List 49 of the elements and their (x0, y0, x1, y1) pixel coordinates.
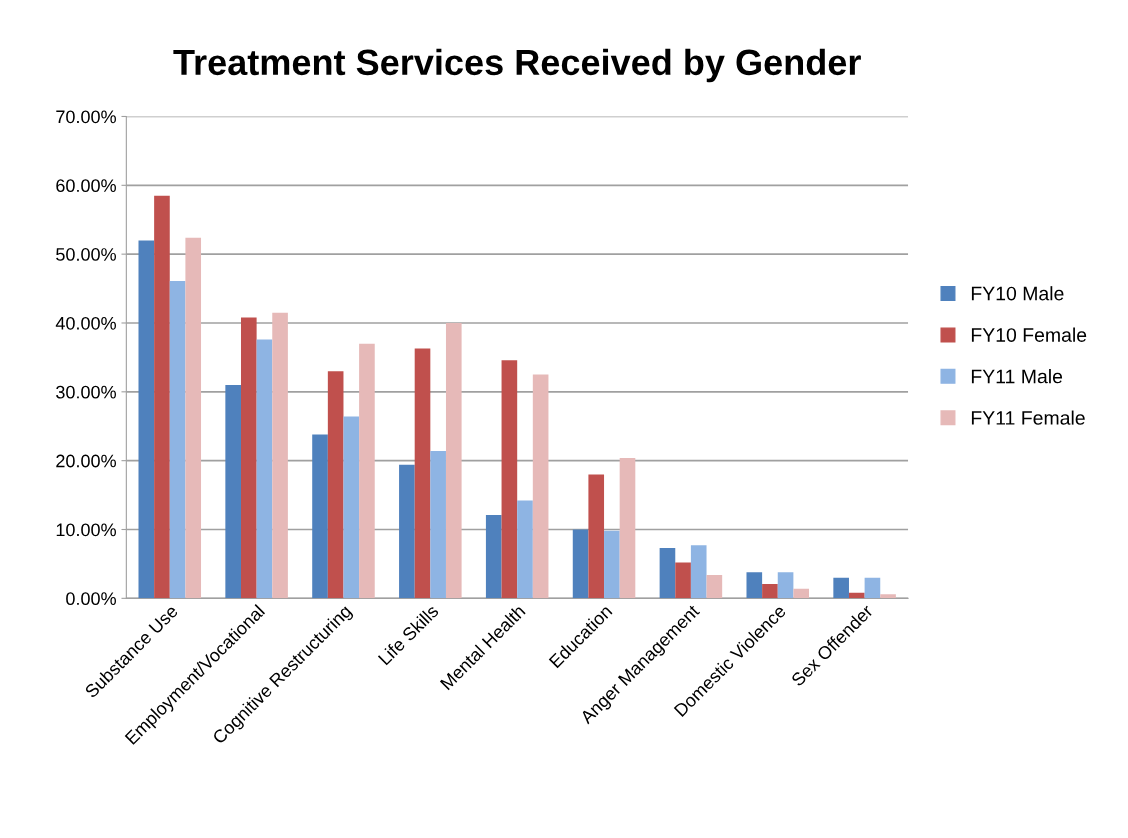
y-tick-label: 40.00% (55, 316, 116, 330)
bar (588, 474, 605, 599)
legend-label: FY10 Male (971, 286, 1064, 301)
bar (619, 457, 636, 599)
bar (359, 343, 375, 599)
bar (343, 416, 360, 599)
bar (485, 515, 502, 599)
bar (138, 240, 155, 599)
y-tick-label: 70.00% (56, 110, 116, 124)
bar (706, 574, 723, 599)
bar (864, 577, 881, 599)
bar (675, 562, 691, 599)
bar (572, 529, 589, 599)
bar (777, 572, 794, 599)
bar (659, 548, 676, 599)
y-tick-label: 0.00% (66, 592, 116, 606)
bar (225, 384, 241, 599)
bar (517, 500, 533, 599)
bar (154, 195, 170, 599)
bar (256, 339, 273, 599)
legend-label: FY10 Female (971, 327, 1087, 342)
bar (272, 312, 288, 599)
chart-title: Treatment Services Received by Gender (173, 48, 861, 83)
bar (833, 577, 849, 599)
bar (690, 545, 707, 599)
legend-label: FY11 Female (971, 410, 1085, 425)
bar (399, 464, 415, 599)
bar (327, 371, 344, 599)
y-tick-label: 60.00% (56, 179, 116, 193)
bar (848, 592, 865, 599)
bar (746, 572, 763, 599)
y-tick-label: 20.00% (56, 454, 116, 468)
y-tick-label: 30.00% (56, 385, 116, 399)
y-tick-label: 10.00% (56, 523, 116, 537)
bar (445, 322, 462, 599)
bar (312, 434, 328, 599)
bar (240, 317, 257, 599)
bar (169, 281, 186, 599)
bar (501, 360, 518, 599)
legend-label: FY11 Male (971, 369, 1063, 384)
bar (430, 451, 446, 599)
bar (185, 237, 202, 599)
bar (880, 594, 896, 599)
bar (532, 374, 549, 599)
y-tick-label: 50.00% (56, 248, 116, 261)
bar (793, 588, 810, 599)
bar (414, 348, 431, 599)
bar (604, 530, 620, 599)
bar (762, 583, 778, 599)
